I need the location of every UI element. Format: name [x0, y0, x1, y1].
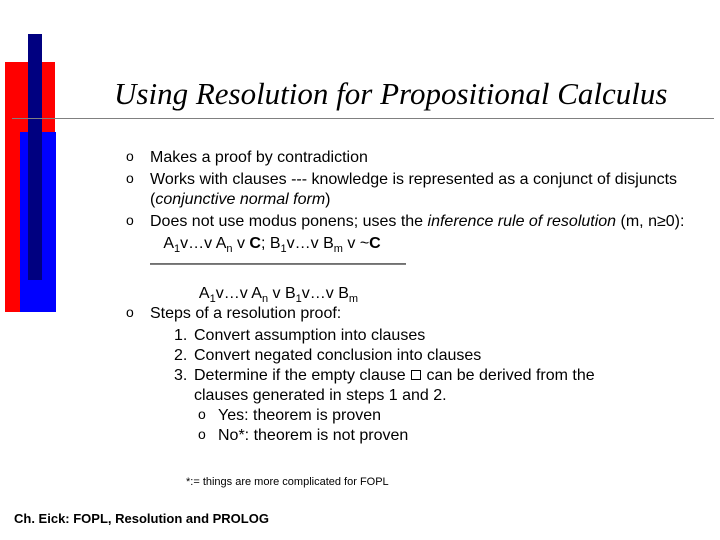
steps-intro: Steps of a resolution proof: — [150, 305, 341, 322]
title-wrap: Using Resolution for Propositional Calcu… — [114, 76, 710, 112]
rule-premise: A1v…v An v C; B1v…v Bm v ~C — [118, 234, 708, 254]
step-1: 1.Convert assumption into clauses — [118, 326, 708, 346]
step-2-text: Convert negated conclusion into clauses — [194, 347, 481, 364]
bullet-2: Works with clauses --- knowledge is repr… — [118, 170, 708, 210]
prem-sep: ; B — [261, 235, 281, 252]
step-3: 3.Determine if the empty clause can be d… — [118, 366, 708, 386]
prem-n: v — [233, 235, 250, 252]
slide: Using Resolution for Propositional Calcu… — [0, 0, 720, 540]
title-underline — [12, 118, 714, 119]
concl-b: v…v B — [302, 285, 349, 302]
no-text: No*: theorem is not proven — [218, 427, 408, 444]
deco-navy-bar — [28, 34, 42, 280]
gap — [118, 274, 708, 284]
bullet-2-c: ) — [325, 191, 330, 208]
step-3-cont: clauses generated in steps 1 and 2. — [118, 386, 708, 406]
step-1-text: Convert assumption into clauses — [194, 327, 425, 344]
num-2: 2. — [174, 346, 194, 366]
body: Makes a proof by contradiction Works wit… — [118, 148, 708, 446]
bullet-3-c: (m, n≥0): — [616, 213, 684, 230]
step-2: 2.Convert negated conclusion into clause… — [118, 346, 708, 366]
step-yes: Yes: theorem is proven — [118, 406, 708, 426]
page-title: Using Resolution for Propositional Calcu… — [114, 76, 710, 112]
step-3c: clauses generated in steps 1 and 2. — [194, 387, 447, 404]
concl-n: v B — [268, 285, 296, 302]
prem-c: C — [249, 235, 261, 252]
num-1: 1. — [174, 326, 194, 346]
bullet-2-b: conjunctive normal form — [155, 191, 325, 208]
bullet-4: Steps of a resolution proof: — [118, 304, 708, 324]
concl-mid: v…v A — [216, 285, 262, 302]
footnote: *:= things are more complicated for FOPL — [186, 476, 389, 488]
step-3a: Determine if the empty clause — [194, 367, 410, 384]
bullet-3-a: Does not use modus ponens; uses the — [150, 213, 428, 230]
footer: Ch. Eick: FOPL, Resolution and PROLOG — [14, 511, 269, 526]
num-3: 3. — [174, 366, 194, 386]
rule-conclusion: A1v…v An v B1v…v Bm — [118, 284, 708, 304]
bullet-3-b: inference rule of resolution — [428, 213, 617, 230]
concl-a: A — [199, 285, 210, 302]
step-3b: can be derived from the — [422, 367, 595, 384]
bullet-3: Does not use modus ponens; uses the infe… — [118, 212, 708, 232]
bullet-1: Makes a proof by contradiction — [118, 148, 708, 168]
yes-text: Yes: theorem is proven — [218, 407, 381, 424]
prem-brest: v…v B — [287, 235, 334, 252]
prem-a: A — [163, 235, 174, 252]
rule-divider: ———————————————— — [118, 254, 708, 274]
bullet-1-text: Makes a proof by contradiction — [150, 149, 368, 166]
prem-rest: v…v A — [180, 235, 226, 252]
step-no: No*: theorem is not proven — [118, 426, 708, 446]
empty-clause-icon — [411, 370, 421, 380]
prem-m: v ~ — [343, 235, 369, 252]
prem-c2: C — [369, 235, 381, 252]
